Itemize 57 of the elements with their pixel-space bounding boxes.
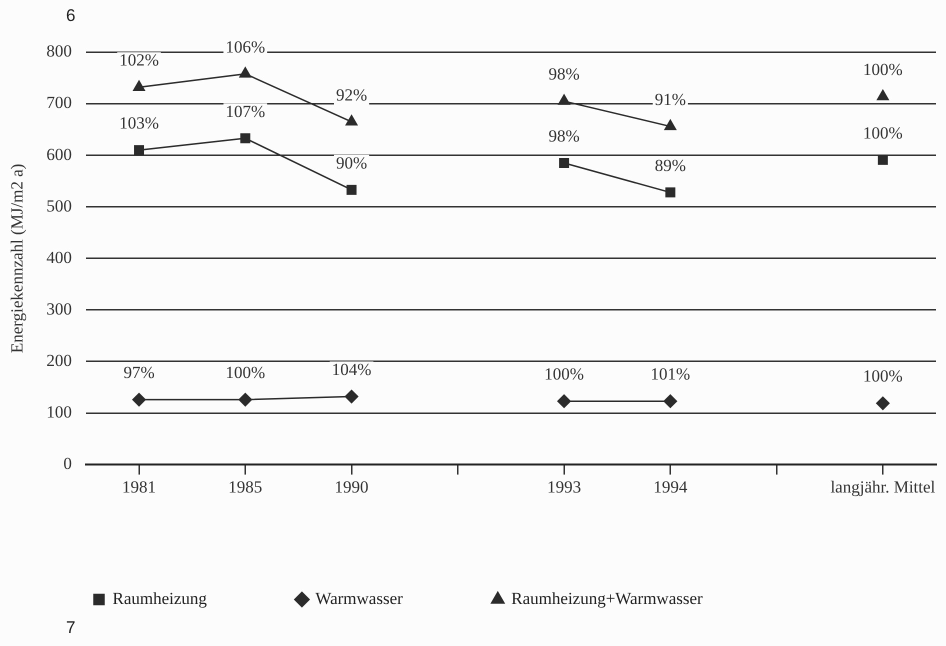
point: [557, 394, 571, 408]
point: [346, 115, 358, 126]
annotation: 89%: [654, 156, 686, 175]
point: [134, 145, 144, 156]
y-tick-label: 100: [46, 402, 72, 422]
annotation: 102%: [119, 50, 159, 70]
annotation: 98%: [548, 64, 580, 84]
annotation: 97%: [123, 363, 155, 382]
y-axis-title: Energiekennzahl (MJ/m2 a): [8, 164, 27, 354]
point: [346, 184, 357, 195]
point: [239, 67, 252, 78]
legend-label: Raumheizung+Warmwasser: [511, 588, 704, 608]
annotation: 90%: [336, 153, 368, 172]
point: [344, 390, 358, 404]
y-tick-label: 700: [46, 93, 72, 112]
annotation: 100%: [863, 123, 903, 142]
y-tick-label: 200: [46, 350, 72, 370]
point: [876, 396, 890, 410]
annotation: 107%: [225, 102, 266, 121]
annotation: 100%: [863, 366, 903, 386]
y-tick-label: 400: [46, 248, 72, 267]
y-tick-label: 600: [46, 144, 72, 164]
point: [664, 394, 678, 408]
legend-label: Raumheizung: [112, 588, 208, 608]
annotation: 100%: [544, 364, 584, 384]
point: [878, 154, 888, 165]
point: [665, 187, 676, 198]
x-tick-label: langjähr. Mittel: [830, 477, 936, 496]
annotation: 106%: [225, 37, 266, 56]
x-tick-label: 1981: [122, 477, 156, 496]
annotation: 101%: [650, 364, 690, 384]
y-tick-label: 300: [46, 299, 72, 318]
point: [132, 392, 146, 406]
text: 6: [66, 6, 76, 26]
y-tick-label: 500: [46, 196, 72, 216]
annotation: 91%: [654, 90, 686, 109]
x-tick-label: 1993: [547, 477, 582, 496]
annotation: 100%: [225, 363, 266, 382]
y-tick-label: 800: [46, 42, 72, 61]
point: [559, 158, 570, 168]
annotation: 98%: [548, 126, 580, 146]
annotation: 103%: [119, 114, 159, 133]
annotation: 104%: [332, 360, 372, 380]
annotation: 100%: [863, 60, 903, 79]
point: [238, 392, 252, 406]
x-tick-label: 1990: [334, 477, 369, 496]
x-tick-label: 1994: [653, 477, 688, 496]
point: [664, 120, 676, 130]
point: [558, 94, 570, 105]
point: [240, 133, 250, 144]
x-tick-label: 1985: [228, 477, 262, 496]
point: [133, 80, 145, 92]
text: 7: [66, 618, 76, 638]
y-tick-label: 0: [63, 454, 72, 474]
legend-label: Warmwasser: [315, 588, 404, 608]
annotation: 92%: [336, 85, 368, 104]
point: [876, 90, 889, 100]
